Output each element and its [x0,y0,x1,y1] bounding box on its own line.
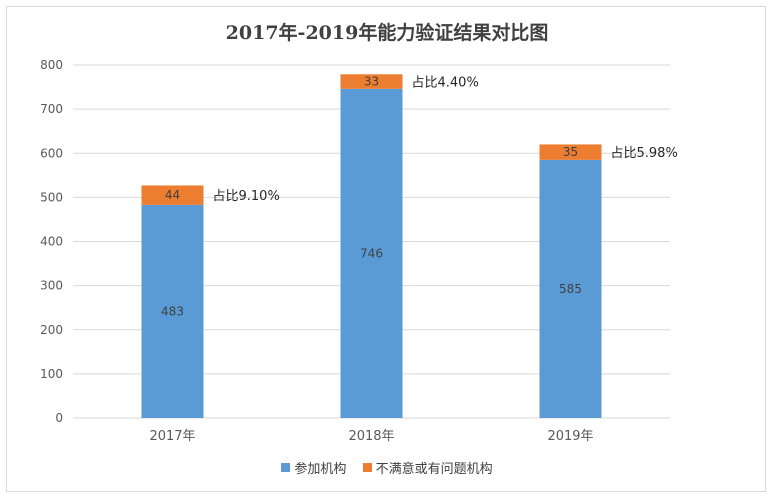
data-label-participants: 585 [559,282,582,296]
bar-unsatisfactory [141,185,204,205]
ratio-annotation: 占比5.98% [611,146,678,161]
legend-item-unsatisfactory: 不满意或有问题机构 [362,458,493,477]
data-label-unsatisfactory: 33 [364,75,379,89]
legend-item-participants: 参加机构 [281,458,346,477]
legend-label-participants: 参加机构 [294,462,347,477]
legend-label-unsatisfactory: 不满意或有问题机构 [375,462,493,477]
y-tick-label: 200 [40,323,63,337]
y-tick-label: 500 [40,190,63,204]
data-label-participants: 746 [360,246,383,260]
chart-title: 2017年-2019年能力验证结果对比图 [225,22,549,44]
y-tick-label: 800 [40,58,63,72]
bar-participants [340,88,403,418]
bar-participants [141,204,204,418]
legend-swatch-unsatisfactory [362,463,372,472]
bar-participants [539,159,602,418]
y-tick-label: 700 [40,102,63,116]
bar-unsatisfactory [340,74,403,89]
y-tick-label: 600 [40,146,63,160]
x-category-label: 2017年 [149,429,195,444]
y-tick-label: 400 [40,235,63,249]
x-category-label: 2019年 [547,429,593,444]
data-label-unsatisfactory: 44 [165,188,180,202]
data-label-participants: 483 [161,304,184,318]
y-tick-label: 300 [40,279,63,293]
data-label-unsatisfactory: 35 [563,145,578,159]
y-tick-label: 100 [40,367,63,381]
chart-legend: 参加机构 不满意或有问题机构 [0,458,774,477]
ratio-annotation: 占比9.10% [213,189,280,204]
y-tick-label: 0 [55,411,63,425]
x-category-label: 2018年 [348,429,394,444]
bar-unsatisfactory [539,144,602,160]
ratio-annotation: 占比4.40% [412,76,479,91]
legend-swatch-participants [281,463,291,472]
